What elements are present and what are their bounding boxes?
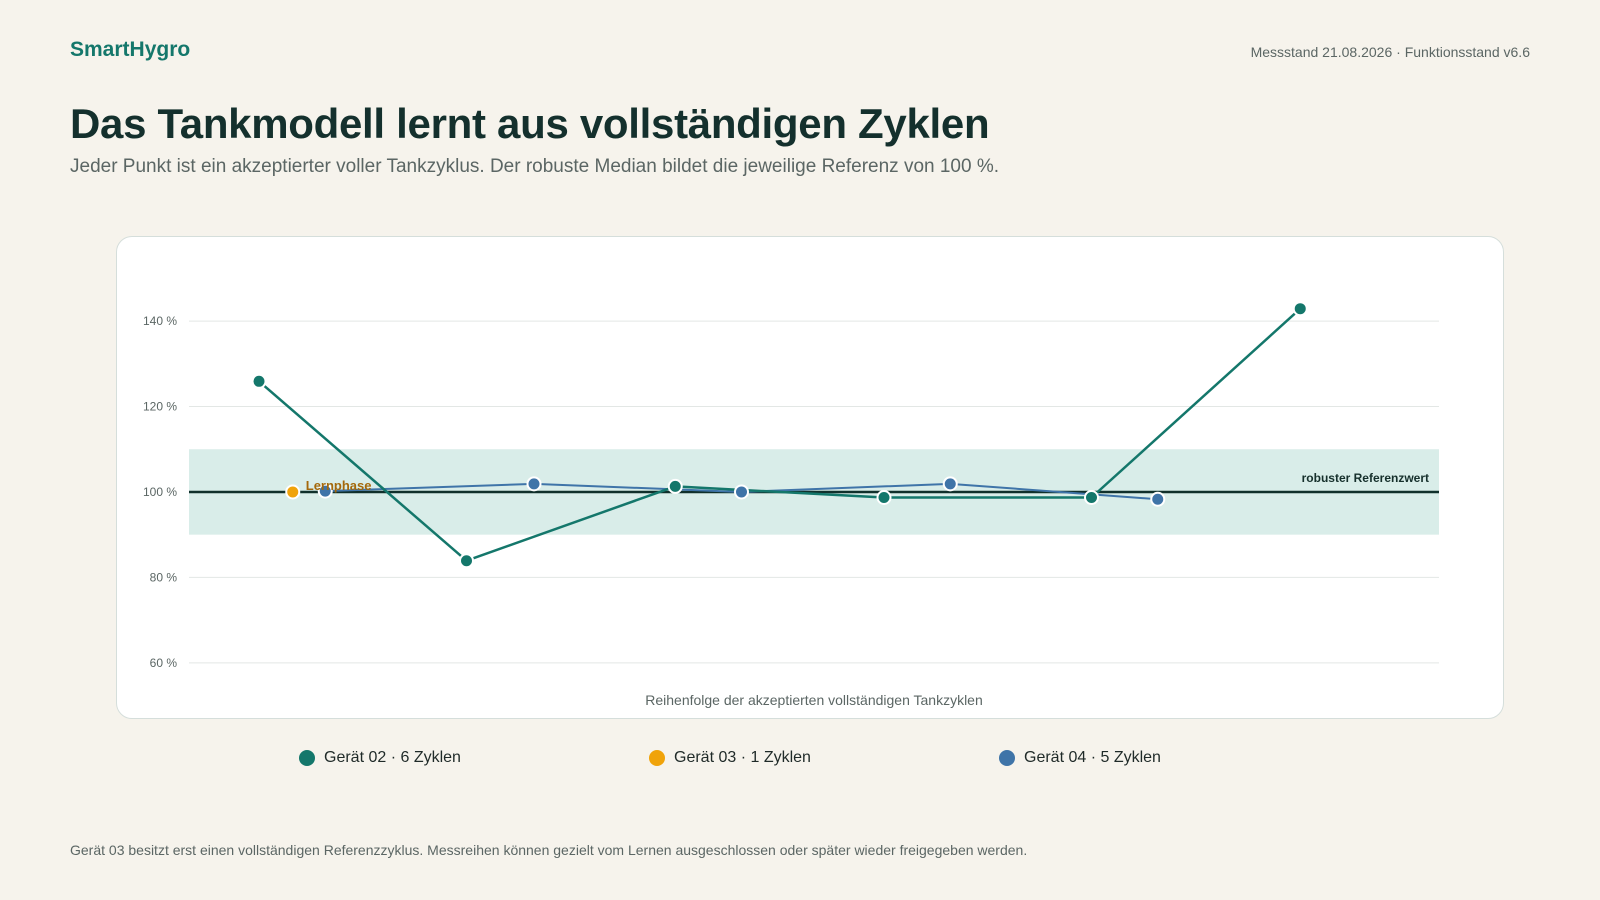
data-point bbox=[285, 484, 301, 500]
reference-label: robuster Referenzwert bbox=[1302, 471, 1429, 485]
data-point bbox=[251, 373, 267, 389]
data-point bbox=[317, 483, 333, 499]
page-title: Das Tankmodell lernt aus vollständigen Z… bbox=[70, 100, 990, 147]
legend-item-geraet-03[interactable]: Gerät 03 · 1 Zyklen bbox=[649, 749, 811, 767]
chart-legend: Gerät 02 · 6 Zyklen Gerät 03 · 1 Zyklen … bbox=[0, 749, 1600, 773]
footnote: Gerät 03 besitzt erst einen vollständige… bbox=[70, 842, 1028, 858]
data-point bbox=[667, 478, 683, 494]
y-tick-label: 80 % bbox=[150, 570, 178, 584]
y-tick-label: 100 % bbox=[143, 485, 177, 499]
legend-label: Gerät 02 · 6 Zyklen bbox=[324, 749, 461, 766]
y-tick-label: 140 % bbox=[143, 314, 177, 328]
y-tick-label: 60 % bbox=[150, 656, 178, 670]
cycle-chart: 60 % 80 % 100 % 120 % 140 % robuster Referen… bbox=[143, 301, 1439, 708]
brand-logo: SmartHygro bbox=[70, 38, 191, 61]
series-annotation: Lernphase bbox=[306, 478, 372, 493]
x-axis-label: Reihenfolge der akzeptierten vollständig… bbox=[645, 692, 983, 708]
data-point bbox=[734, 484, 749, 500]
legend-swatch bbox=[649, 750, 665, 766]
legend-item-geraet-04[interactable]: Gerät 04 · 5 Zyklen bbox=[999, 749, 1161, 767]
legend-swatch bbox=[999, 750, 1015, 766]
legend-swatch bbox=[299, 750, 315, 766]
data-point bbox=[459, 553, 474, 569]
data-point bbox=[942, 476, 958, 492]
legend-label: Gerät 04 · 5 Zyklen bbox=[1024, 749, 1161, 766]
page-subtitle: Jeder Punkt ist ein akzeptierter voller … bbox=[70, 156, 1000, 177]
legend-item-geraet-02[interactable]: Gerät 02 · 6 Zyklen bbox=[299, 749, 461, 767]
legend-label: Gerät 03 · 1 Zyklen bbox=[674, 749, 811, 766]
data-point bbox=[526, 476, 542, 492]
y-tick-label: 120 % bbox=[143, 400, 177, 414]
data-point bbox=[876, 490, 892, 506]
data-point bbox=[1084, 490, 1099, 506]
data-point bbox=[1150, 491, 1166, 507]
chart-card: 60 % 80 % 100 % 120 % 140 % robuster Referen… bbox=[116, 236, 1504, 719]
measurement-status: Messstand 21.08.2026 · Funktionsstand v6… bbox=[1250, 44, 1530, 60]
data-point bbox=[1292, 301, 1308, 317]
series-line bbox=[258, 307, 1302, 562]
